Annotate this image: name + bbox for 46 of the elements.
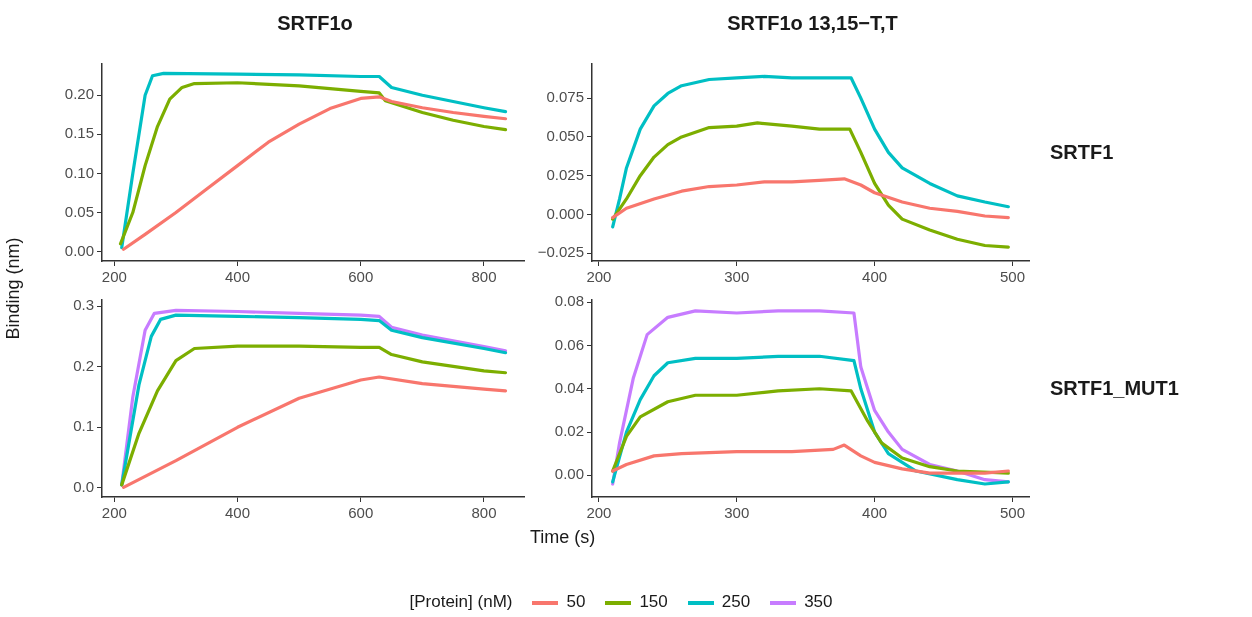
x-tick-label: 200	[586, 268, 612, 286]
legend-label: 150	[638, 592, 668, 612]
y-tick-label: 0.025	[546, 165, 584, 183]
y-tick-label: 0.2	[73, 356, 94, 374]
x-tick-label: 600	[348, 504, 374, 522]
x-tick-label: 200	[101, 268, 127, 286]
legend-label: 50	[565, 592, 586, 612]
y-tick-label: 0.10	[64, 163, 94, 181]
y-tick-label: 0.0	[73, 478, 94, 496]
x-tick-label: 500	[999, 504, 1025, 522]
y-tick-label: 0.3	[73, 296, 94, 314]
legend-label: 250	[720, 592, 751, 612]
x-tick-label: 800	[471, 268, 497, 286]
x-tick-label: 500	[999, 268, 1025, 286]
x-tick-label: 400	[862, 268, 888, 286]
legend-title: [Protein] (nM)	[409, 592, 513, 612]
y-tick-label: 0.00	[554, 465, 584, 483]
x-tick-label: 400	[225, 268, 251, 286]
y-tick-label: 0.00	[64, 241, 94, 259]
legend-label: 350	[803, 592, 833, 612]
x-tick-label: 600	[348, 268, 374, 286]
x-tick-label: 400	[225, 504, 251, 522]
y-tick-label: 0.000	[546, 204, 584, 222]
y-tick-label: 0.06	[554, 335, 584, 353]
y-tick-label: 0.02	[554, 422, 584, 440]
y-tick-label: 0.05	[64, 202, 94, 220]
x-tick-label: 800	[471, 504, 497, 522]
chart-title: SRTF1o 13,15−T,T	[726, 12, 899, 35]
chart-title: SRTF1o	[276, 12, 354, 35]
y-tick-label: −0.025	[537, 243, 584, 261]
y2-axis-title: SRTF1	[1050, 141, 1114, 164]
y-tick-label: 0.15	[64, 124, 94, 142]
x-tick-label: 300	[724, 268, 750, 286]
y-tick-label: 0.08	[554, 292, 584, 310]
y-tick-label: 0.050	[546, 127, 584, 145]
x-axis-title: Time (s)	[530, 527, 596, 548]
x-tick-label: 300	[724, 504, 750, 522]
y-tick-label: 0.20	[64, 85, 94, 103]
x-tick-label: 200	[101, 504, 127, 522]
y-tick-label: 0.1	[73, 417, 94, 435]
y-tick-label: 0.04	[554, 378, 584, 396]
y2-axis-title: SRTF1_MUT1	[1050, 377, 1179, 400]
y-tick-label: 0.075	[546, 88, 584, 106]
y-axis-title: Binding (nm)	[2, 237, 24, 340]
x-tick-label: 400	[862, 504, 888, 522]
x-tick-label: 200	[586, 504, 612, 522]
